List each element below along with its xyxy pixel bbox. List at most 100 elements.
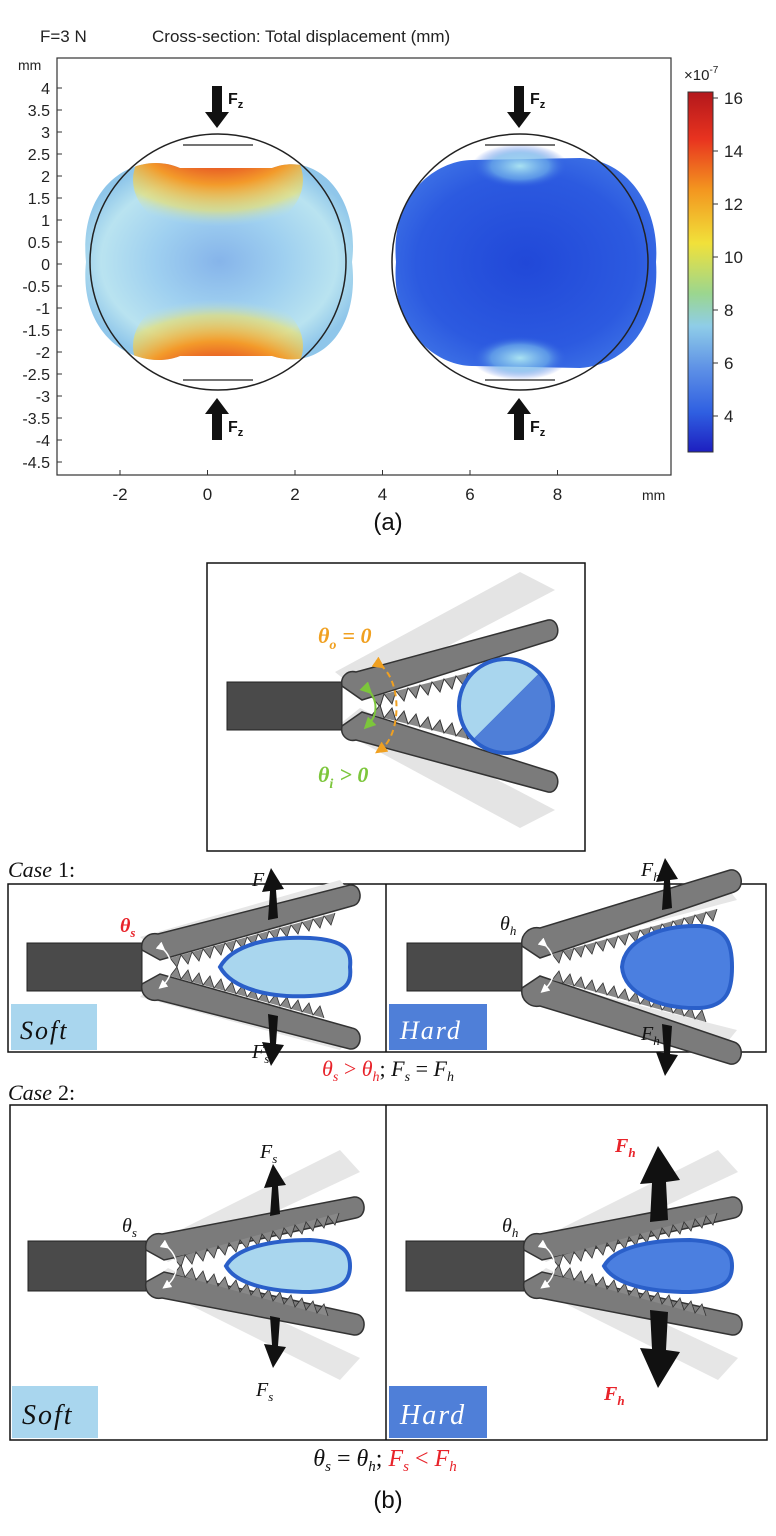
hard-tip-bottom bbox=[472, 336, 568, 380]
force-symbol: F bbox=[228, 419, 238, 436]
force-subscript: z bbox=[238, 427, 244, 439]
jaw-teeth-lower bbox=[173, 1264, 329, 1317]
force-arrow-down bbox=[264, 1316, 286, 1368]
y-tick-label: -4 bbox=[36, 433, 50, 450]
x-tick-label: 8 bbox=[553, 485, 562, 504]
y-tick-label: -0.5 bbox=[22, 279, 50, 296]
caption-a: (a) bbox=[373, 509, 402, 536]
force-arrow-hard-top: Fz bbox=[507, 86, 546, 128]
hard-cross-section bbox=[391, 133, 657, 391]
jaw-teeth-lower bbox=[551, 1264, 707, 1317]
colorbar-tick-label: 16 bbox=[724, 89, 743, 108]
hard-badge bbox=[389, 1386, 487, 1438]
x-tick-label: 6 bbox=[465, 485, 474, 504]
gripper-handle bbox=[27, 1240, 147, 1292]
x-axis-unit: mm bbox=[642, 487, 665, 503]
y-axis-ticks: 4 3.5 3 2.5 2 1.5 1 0.5 0 -0.5 -1 -1.5 -2 -2.5 -3 -3.5 -… bbox=[22, 81, 62, 472]
y-tick-label: 1 bbox=[41, 213, 50, 230]
hard-undeformed-outline bbox=[391, 133, 649, 391]
y-tick-label: -3.5 bbox=[22, 411, 50, 428]
hard-object bbox=[619, 923, 735, 1011]
force-subscript: z bbox=[238, 99, 244, 111]
force-arrow-up bbox=[262, 868, 284, 920]
gripper-jaw-lower bbox=[521, 975, 742, 1065]
y-tick-label: -3 bbox=[36, 389, 50, 406]
gripper-overview-panel: θo = 0 θi > 0 bbox=[206, 562, 586, 852]
case-2-relation: θs = θh; Fs < Fh bbox=[313, 1446, 456, 1475]
case-2-soft-gripper: θs Fs Fs Soft bbox=[12, 1141, 365, 1438]
theta-i-arc bbox=[359, 681, 377, 730]
theta-h-label: θh bbox=[500, 913, 516, 938]
gripper-jaw-lower bbox=[522, 1271, 743, 1336]
gripper-jaw-lower bbox=[140, 973, 361, 1050]
force-arrow-up bbox=[264, 1164, 286, 1216]
colorbar-tick-label: 8 bbox=[724, 301, 733, 320]
soft-hotspot-bottom bbox=[133, 288, 303, 361]
gripper-handle bbox=[406, 942, 523, 992]
force-symbol: F bbox=[228, 91, 238, 108]
force-symbol: F bbox=[530, 419, 540, 436]
force-subscript: z bbox=[540, 427, 546, 439]
x-tick-label: 0 bbox=[203, 485, 212, 504]
force-s-bottom-label: Fs bbox=[255, 1379, 273, 1404]
svg-text:Fz: Fz bbox=[530, 91, 546, 111]
y-tick-label: -4.5 bbox=[22, 455, 50, 472]
y-tick-label: 3 bbox=[41, 125, 50, 142]
gripper-jaw-lower bbox=[144, 1271, 365, 1336]
gripper-jaw-lower bbox=[340, 711, 559, 793]
soft-object bbox=[223, 1237, 353, 1295]
soft-object bbox=[217, 935, 353, 999]
x-axis-ticks: -2 0 2 4 6 8 bbox=[112, 470, 562, 504]
gripper-jaw-upper bbox=[522, 1196, 743, 1261]
soft-undeformed-outline bbox=[89, 133, 347, 391]
y-tick-label: -2 bbox=[36, 345, 50, 362]
angle-arc bbox=[537, 937, 556, 993]
gripper-handle bbox=[26, 942, 143, 992]
theta-h-label: θh bbox=[502, 1215, 518, 1240]
colorbar-tick-label: 14 bbox=[724, 142, 743, 161]
soft-hotspot-top bbox=[133, 162, 303, 238]
force-subscript: z bbox=[540, 99, 546, 111]
case-2-title: Case 2: bbox=[8, 1080, 75, 1105]
svg-text:Fz: Fz bbox=[228, 91, 244, 111]
y-tick-label: 1.5 bbox=[28, 191, 50, 208]
gripper-jaw-upper bbox=[144, 1196, 365, 1261]
case-1-hard-gripper: θh Fh Fh Hard bbox=[389, 858, 742, 1076]
force-arrow-up bbox=[656, 858, 678, 910]
case-1-title: Case 1: bbox=[8, 857, 75, 882]
case-2-panel: Case 2: θs Fs Fs Soft bbox=[8, 1080, 768, 1475]
hard-badge bbox=[389, 1004, 487, 1050]
jaw-teeth-lower bbox=[169, 966, 325, 1019]
plot-axes-frame bbox=[56, 57, 672, 476]
x-tick-label: 2 bbox=[290, 485, 299, 504]
force-h-bottom-label: Fh bbox=[603, 1383, 625, 1408]
gripper-jaw-upper bbox=[521, 869, 742, 959]
svg-text:Fz: Fz bbox=[228, 419, 244, 439]
displacement-plot: F=3 N Cross-section: Total displacement … bbox=[18, 27, 743, 536]
theta-o-arc bbox=[371, 656, 398, 754]
colorbar-ticks: 16 14 12 10 8 6 4 bbox=[713, 89, 743, 426]
soft-cross-section bbox=[85, 133, 354, 391]
colorbar-gradient bbox=[687, 91, 714, 453]
force-symbol: F bbox=[530, 91, 540, 108]
y-tick-label: 2.5 bbox=[28, 147, 50, 164]
hard-badge-label: Hard bbox=[399, 1016, 462, 1045]
large-force-arrow-down bbox=[640, 1310, 680, 1388]
large-force-arrow-up bbox=[640, 1146, 680, 1222]
force-arrow-soft-bottom: Fz bbox=[205, 398, 244, 440]
theta-s-label: θs bbox=[122, 1215, 137, 1240]
y-tick-label: -1.5 bbox=[22, 323, 50, 340]
force-value-label: F=3 N bbox=[40, 27, 87, 46]
case-1-soft-gripper: θs Fs Fs Soft bbox=[11, 868, 361, 1066]
angle-arc bbox=[155, 941, 172, 989]
force-arrow-down bbox=[262, 1014, 284, 1066]
force-s-top-label: Fs bbox=[251, 869, 269, 894]
colorbar-tick-label: 10 bbox=[724, 248, 743, 267]
soft-badge bbox=[12, 1386, 98, 1438]
x-tick-label: 4 bbox=[378, 485, 387, 504]
case-1-relation: θs > θh; Fs = Fh bbox=[322, 1056, 454, 1085]
force-arrow-down bbox=[656, 1024, 678, 1076]
colorbar: ×10-7 16 14 12 10 8 6 4 bbox=[684, 65, 743, 453]
force-s-bottom-label: Fs bbox=[251, 1041, 269, 1066]
